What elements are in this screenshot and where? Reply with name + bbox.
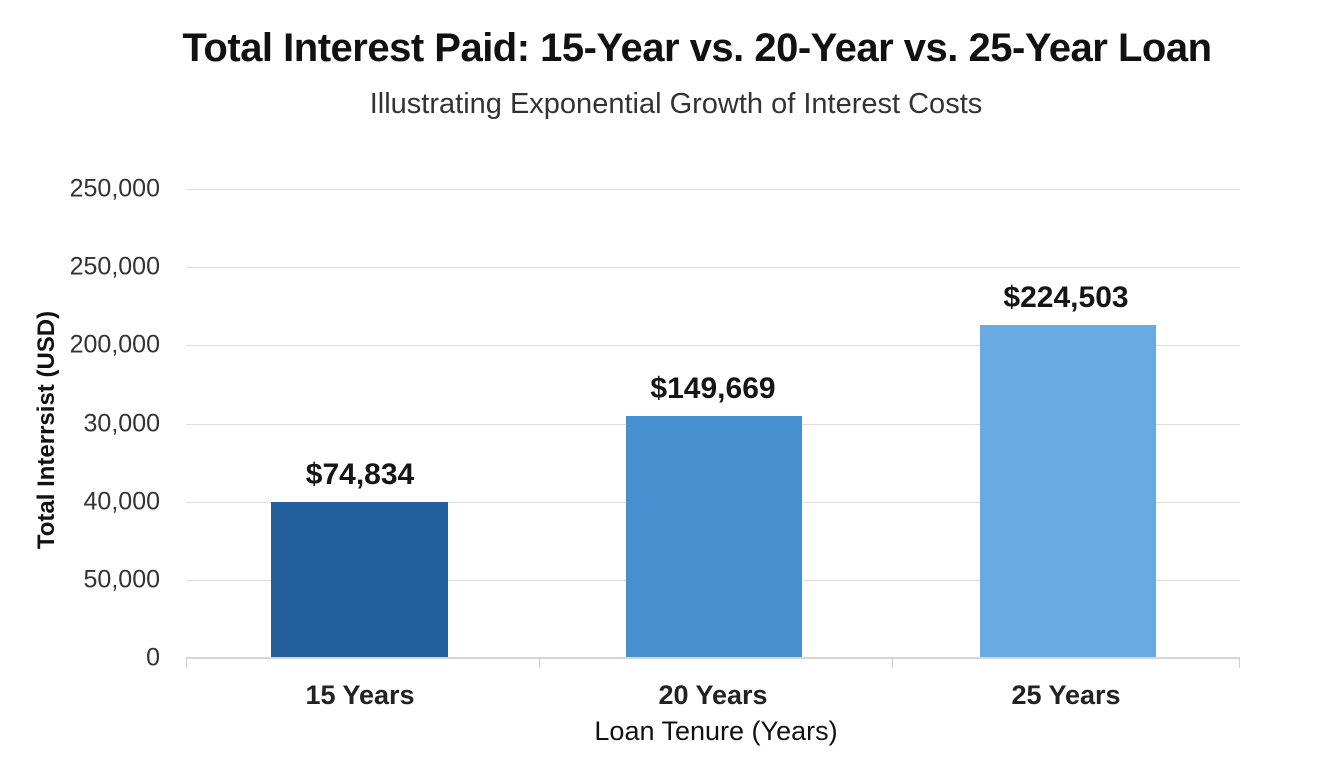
bar-value-label: $74,834: [305, 458, 415, 491]
y-tick-label: 30,000: [83, 409, 160, 438]
y-axis-label: Total Interrsist (USD): [33, 310, 60, 550]
x-tick-mark: [186, 658, 187, 668]
x-axis-line: [186, 657, 1240, 659]
y-tick-label: 0: [146, 643, 160, 672]
gridline: [186, 267, 1240, 268]
x-axis-label: Loan Tenure (Years): [594, 716, 838, 746]
x-tick-mark: [539, 658, 540, 668]
bar-20-years: [626, 416, 802, 658]
x-tick-label: 15 Years: [305, 680, 415, 710]
y-tick-label: 250,000: [69, 252, 160, 281]
bar-value-label: $224,503: [1003, 281, 1129, 314]
y-tick-label: 50,000: [83, 565, 160, 594]
x-tick-label: 20 Years: [658, 680, 768, 710]
x-tick-mark: [1239, 658, 1240, 668]
bar-value-label: $149,669: [650, 372, 776, 405]
chart-title: Total Interest Paid: 15-Year vs. 20-Year…: [182, 26, 1212, 70]
y-tick-label: 200,000: [69, 330, 160, 359]
gridline: [186, 189, 1240, 190]
y-tick-label: 250,000: [69, 174, 160, 203]
x-tick-label: 25 Years: [1011, 680, 1121, 710]
bar-15-years: [271, 502, 448, 658]
chart-subtitle: Illustrating Exponential Growth of Inter…: [369, 88, 983, 120]
x-tick-mark: [892, 658, 893, 668]
gridline: [186, 345, 1240, 346]
bar-25-years: [980, 325, 1156, 658]
y-tick-label: 40,000: [83, 487, 160, 516]
